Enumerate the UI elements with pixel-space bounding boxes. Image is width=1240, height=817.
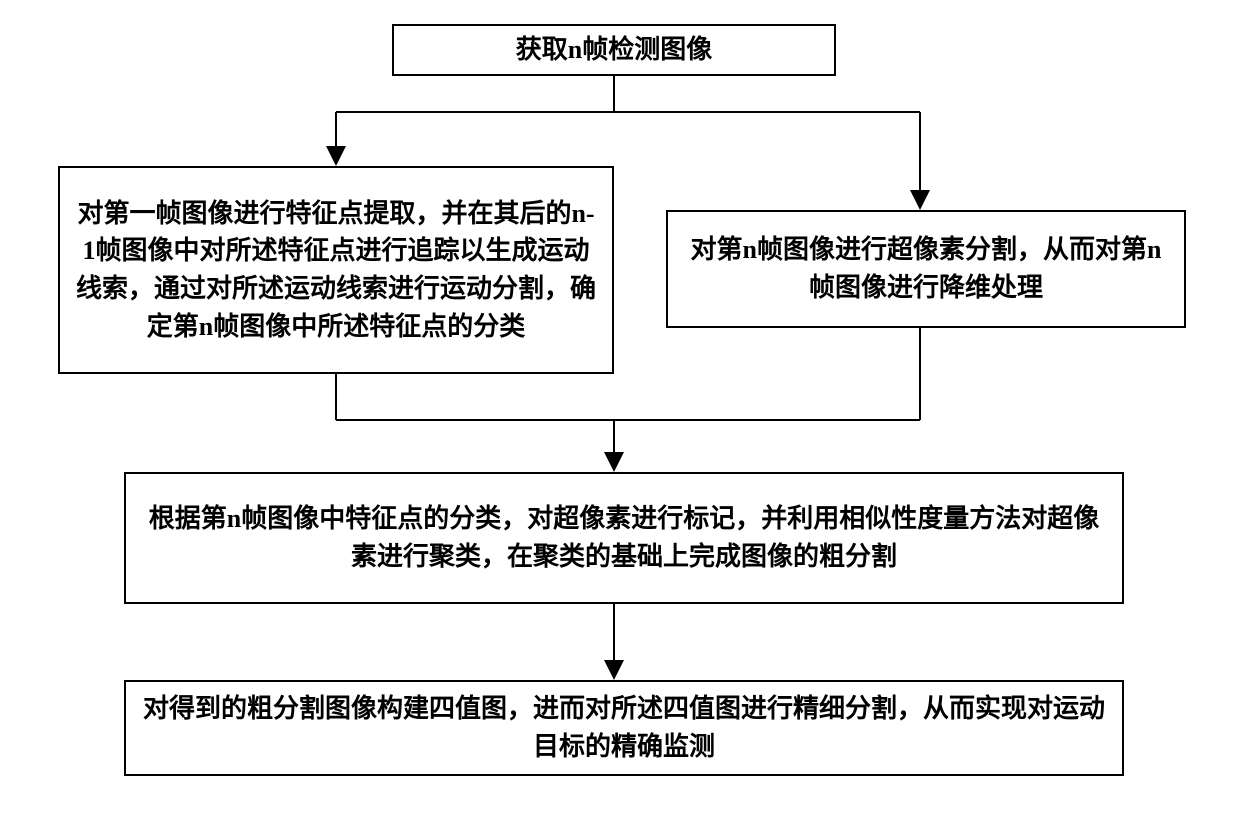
flow-node-step2-right: 对第n帧图像进行超像素分割，从而对第n帧图像进行降维处理 [666, 210, 1186, 328]
flow-node-step2-left: 对第一帧图像进行特征点提取，并在其后的n-1帧图像中对所述特征点进行追踪以生成运… [58, 166, 614, 374]
node-text: 对第一帧图像进行特征点提取，并在其后的n-1帧图像中对所述特征点进行追踪以生成运… [76, 195, 596, 346]
flow-node-step3: 根据第n帧图像中特征点的分类，对超像素进行标记，并利用相似性度量方法对超像素进行… [124, 472, 1124, 604]
flow-node-step4: 对得到的粗分割图像构建四值图，进而对所述四值图进行精细分割，从而实现对运动目标的… [124, 680, 1124, 776]
node-text: 对第n帧图像进行超像素分割，从而对第n帧图像进行降维处理 [684, 231, 1168, 306]
node-text: 对得到的粗分割图像构建四值图，进而对所述四值图进行精细分割，从而实现对运动目标的… [142, 690, 1106, 765]
node-text: 根据第n帧图像中特征点的分类，对超像素进行标记，并利用相似性度量方法对超像素进行… [142, 500, 1106, 575]
node-text: 获取n帧检测图像 [516, 31, 712, 69]
flow-node-step1: 获取n帧检测图像 [392, 24, 836, 76]
